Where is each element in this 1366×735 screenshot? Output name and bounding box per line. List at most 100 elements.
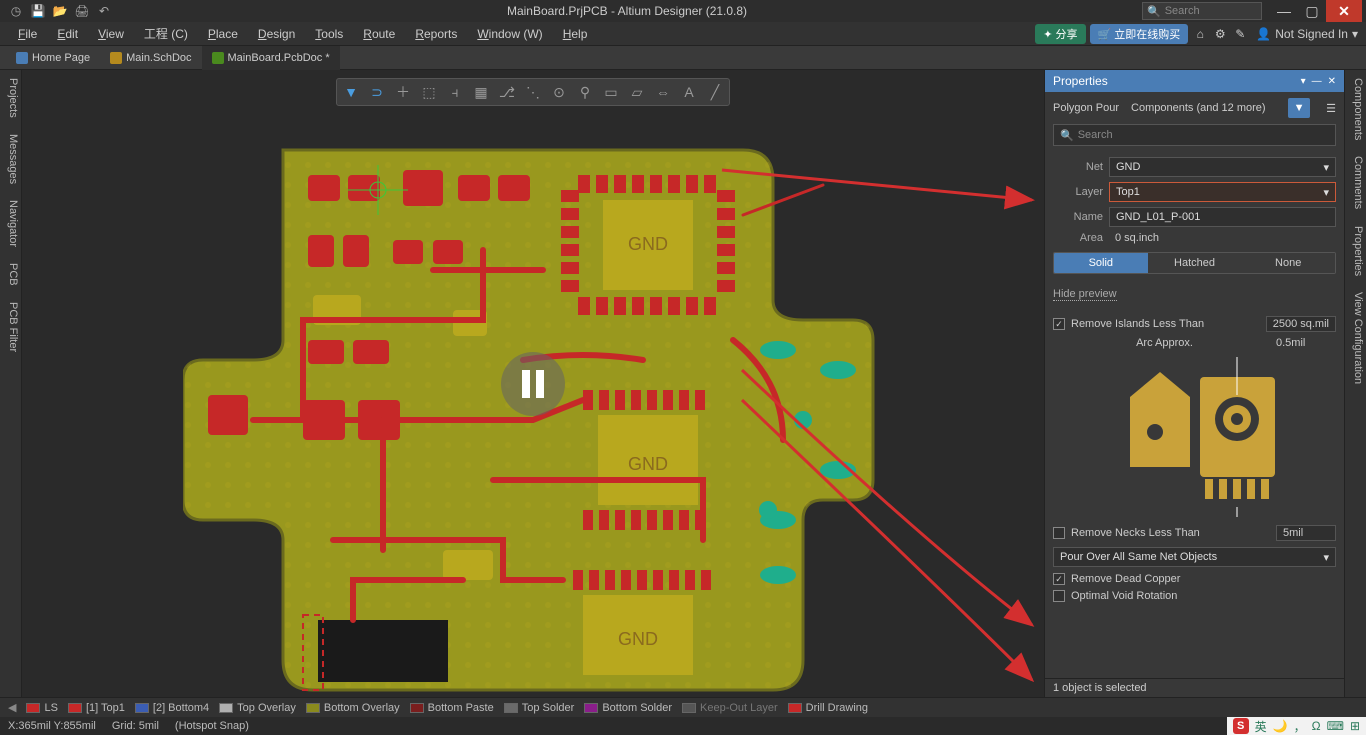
text-icon[interactable]: A [677,81,701,103]
waypoint-icon[interactable]: ⋱ [521,81,545,103]
layer-tab[interactable]: Bottom Overlay [306,702,400,714]
name-input[interactable]: GND_L01_P-001 [1109,207,1336,227]
optimal-void-rotation-checkbox[interactable] [1053,590,1065,602]
area-value: 0 sq.inch [1109,232,1336,244]
rail-tab-projects[interactable]: Projects [0,70,21,126]
share-button[interactable]: ✦ 分享 [1035,24,1085,44]
print-icon[interactable]: 🖨 [74,3,90,19]
layer-tab[interactable]: Top Solder [504,702,575,714]
crosshair-icon[interactable]: ＋ [391,81,415,103]
close-button[interactable]: ✕ [1326,0,1362,22]
doc-kind-icon [16,52,28,64]
pcb-canvas[interactable]: ▼ ⊃ ＋ ⬚ ⫞ ▦ ⎇ ⋱ ⊙ ⚲ ▭ ▱ ⇔ A ╱ [22,70,1044,697]
fill-mode-solid[interactable]: Solid [1054,253,1148,273]
buy-online-button[interactable]: 🛒 立即在线购买 [1090,24,1189,44]
rail-tab-components[interactable]: Components [1345,70,1366,148]
menu-tools[interactable]: Tools [305,22,353,46]
menu-windoww[interactable]: Window (W) [467,22,552,46]
remove-necks-checkbox[interactable] [1053,527,1065,539]
fill-mode-hatched[interactable]: Hatched [1148,253,1242,273]
remove-islands-value[interactable]: 2500 sq.mil [1266,316,1336,332]
undo-icon[interactable]: ↶ [96,3,112,19]
layer-tab[interactable]: Keep-Out Layer [682,702,778,714]
menu-c[interactable]: 工程 (C) [134,22,198,46]
minimize-button[interactable]: — [1270,0,1298,22]
select-rect-icon[interactable]: ⬚ [417,81,441,103]
route-icon[interactable]: ⎇ [495,81,519,103]
rail-tab-pcb-filter[interactable]: PCB Filter [0,294,21,360]
signin-status[interactable]: 👤 Not Signed In ▾ [1256,27,1358,41]
snap-status: (Hotspot Snap) [175,720,249,732]
remove-islands-checkbox[interactable] [1053,318,1065,330]
grid-icon[interactable]: ▦ [469,81,493,103]
layer-select[interactable]: Top1▾ [1109,182,1336,202]
doc-tab[interactable]: MainBoard.PcbDoc * [202,46,340,70]
dimension-icon[interactable]: ⇔ [651,81,675,103]
layer-tab[interactable]: Bottom Solder [584,702,672,714]
fill-mode-none[interactable]: None [1241,253,1335,273]
app-icon: ◷ [8,3,24,19]
properties-header[interactable]: Properties ▾ — ✕ [1045,70,1344,92]
net-select[interactable]: GND▾ [1109,157,1336,177]
menu-reports[interactable]: Reports [405,22,467,46]
polygon-icon[interactable]: ▱ [625,81,649,103]
title-search-input[interactable]: 🔍 Search [1142,2,1262,20]
menu-edit[interactable]: Edit [47,22,88,46]
rail-tab-properties[interactable]: Properties [1345,218,1366,284]
remove-necks-value[interactable]: 5mil [1276,525,1336,541]
extensions-icon[interactable]: ✎ [1230,24,1250,44]
pour-rule-select[interactable]: Pour Over All Same Net Objects▾ [1053,547,1336,567]
layer-tab[interactable]: [2] Bottom4 [135,702,209,714]
home-icon[interactable]: ⌂ [1190,24,1210,44]
arc-approx-value: 0.5mil [1276,337,1336,349]
settings-icon[interactable]: ⚙ [1210,24,1230,44]
panel-status: 1 object is selected [1045,678,1344,697]
remove-dead-copper-checkbox[interactable] [1053,573,1065,585]
menu-file[interactable]: File [8,22,47,46]
menu-view[interactable]: View [88,22,134,46]
key-icon[interactable]: ⚲ [573,81,597,103]
rail-tab-view-configuration[interactable]: View Configuration [1345,284,1366,392]
snap-icon[interactable]: ⊃ [365,81,389,103]
align-icon[interactable]: ⫞ [443,81,467,103]
layer-tab[interactable]: Bottom Paste [410,702,494,714]
pin-icon[interactable]: ▾ [1301,76,1306,87]
rail-tab-navigator[interactable]: Navigator [0,192,21,255]
menu-icon[interactable]: ☰ [1326,102,1336,115]
rail-tab-comments[interactable]: Comments [1345,148,1366,217]
optimal-void-rotation-label: Optimal Void Rotation [1071,590,1177,602]
right-dock-rail: ComponentsCommentsPropertiesView Configu… [1344,70,1366,697]
via-icon[interactable]: ⊙ [547,81,571,103]
fill-mode-segmented[interactable]: SolidHatchedNone [1053,252,1336,274]
save-icon[interactable]: 💾 [30,3,46,19]
menu-route[interactable]: Route [353,22,405,46]
remove-islands-label: Remove Islands Less Than [1071,318,1204,330]
component-icon[interactable]: ▭ [599,81,623,103]
min-icon[interactable]: — [1312,76,1322,87]
menu-place[interactable]: Place [198,22,248,46]
layer-nav-prev[interactable]: ◀ [8,701,16,714]
rail-tab-messages[interactable]: Messages [0,126,21,192]
properties-search-input[interactable]: 🔍 Search [1053,124,1336,146]
layer-tab[interactable]: [1] Top1 [68,702,125,714]
doc-kind-icon [212,52,224,64]
layer-tab[interactable]: Top Overlay [219,702,296,714]
line-icon[interactable]: ╱ [703,81,727,103]
close-panel-icon[interactable]: ✕ [1328,76,1336,87]
menu-design[interactable]: Design [248,22,305,46]
doc-tab[interactable]: Home Page [6,46,100,70]
document-tabs: Home Page Main.SchDoc MainBoard.PcbDoc * [0,46,1366,70]
layer-tab[interactable]: LS [26,702,57,714]
ime-tray[interactable]: S 英 🌙 ， Ω ⌨ ⊞ [1227,717,1366,735]
maximize-button[interactable]: ▢ [1298,0,1326,22]
rail-tab-pcb[interactable]: PCB [0,255,21,294]
filter-icon[interactable]: ▼ [339,81,363,103]
doc-tab[interactable]: Main.SchDoc [100,46,201,70]
menu-help[interactable]: Help [553,22,598,46]
properties-panel: Properties ▾ — ✕ Polygon Pour Components… [1044,70,1344,697]
hide-preview-link[interactable]: Hide preview [1053,288,1117,301]
filter-button[interactable]: ▼ [1288,98,1310,118]
layer-tab[interactable]: Drill Drawing [788,702,868,714]
cursor-coords: X:365mil Y:855mil [8,720,96,732]
open-icon[interactable]: 📂 [52,3,68,19]
